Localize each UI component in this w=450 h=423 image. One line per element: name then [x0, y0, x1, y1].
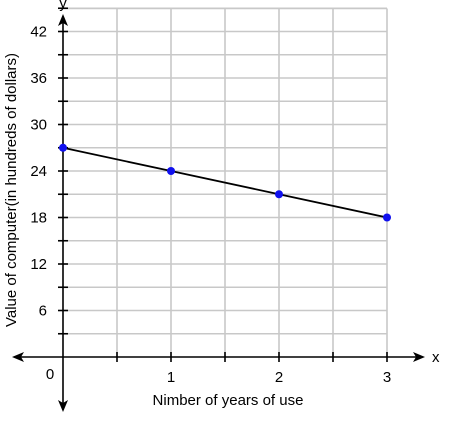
data-line-group	[62, 146, 388, 219]
x-tick-label: 3	[383, 369, 391, 386]
x-axis-letter: x	[432, 349, 440, 366]
grid	[63, 7, 388, 357]
x-tick-label: 2	[275, 369, 283, 386]
data-point	[167, 167, 175, 175]
y-axis-arrow-down	[58, 400, 68, 412]
y-axis-arrow-up	[58, 14, 68, 26]
y-tick-label: 6	[39, 303, 47, 320]
axes	[12, 7, 425, 412]
x-tick-label: 1	[167, 369, 175, 386]
y-tick-label: 18	[30, 210, 47, 227]
x-axis-title: Nimber of years of use	[153, 392, 304, 409]
data-point	[383, 213, 391, 222]
y-tick-label: 24	[30, 163, 47, 180]
x-axis-arrow-left	[12, 352, 24, 362]
y-tick-label: 12	[30, 256, 47, 273]
data-points	[59, 143, 391, 222]
data-point	[59, 143, 67, 152]
data-point	[275, 190, 283, 199]
x-axis-arrow-right	[413, 352, 425, 362]
origin-label: 0	[46, 366, 54, 383]
series-line	[62, 146, 388, 219]
y-axis-letter: y	[59, 0, 67, 12]
y-tick-label: 42	[30, 24, 47, 41]
y-axis-title: Value of computer(in hundreds of dollars…	[3, 53, 20, 327]
y-tick-label: 30	[30, 117, 47, 134]
y-tick-label: 36	[30, 70, 47, 87]
